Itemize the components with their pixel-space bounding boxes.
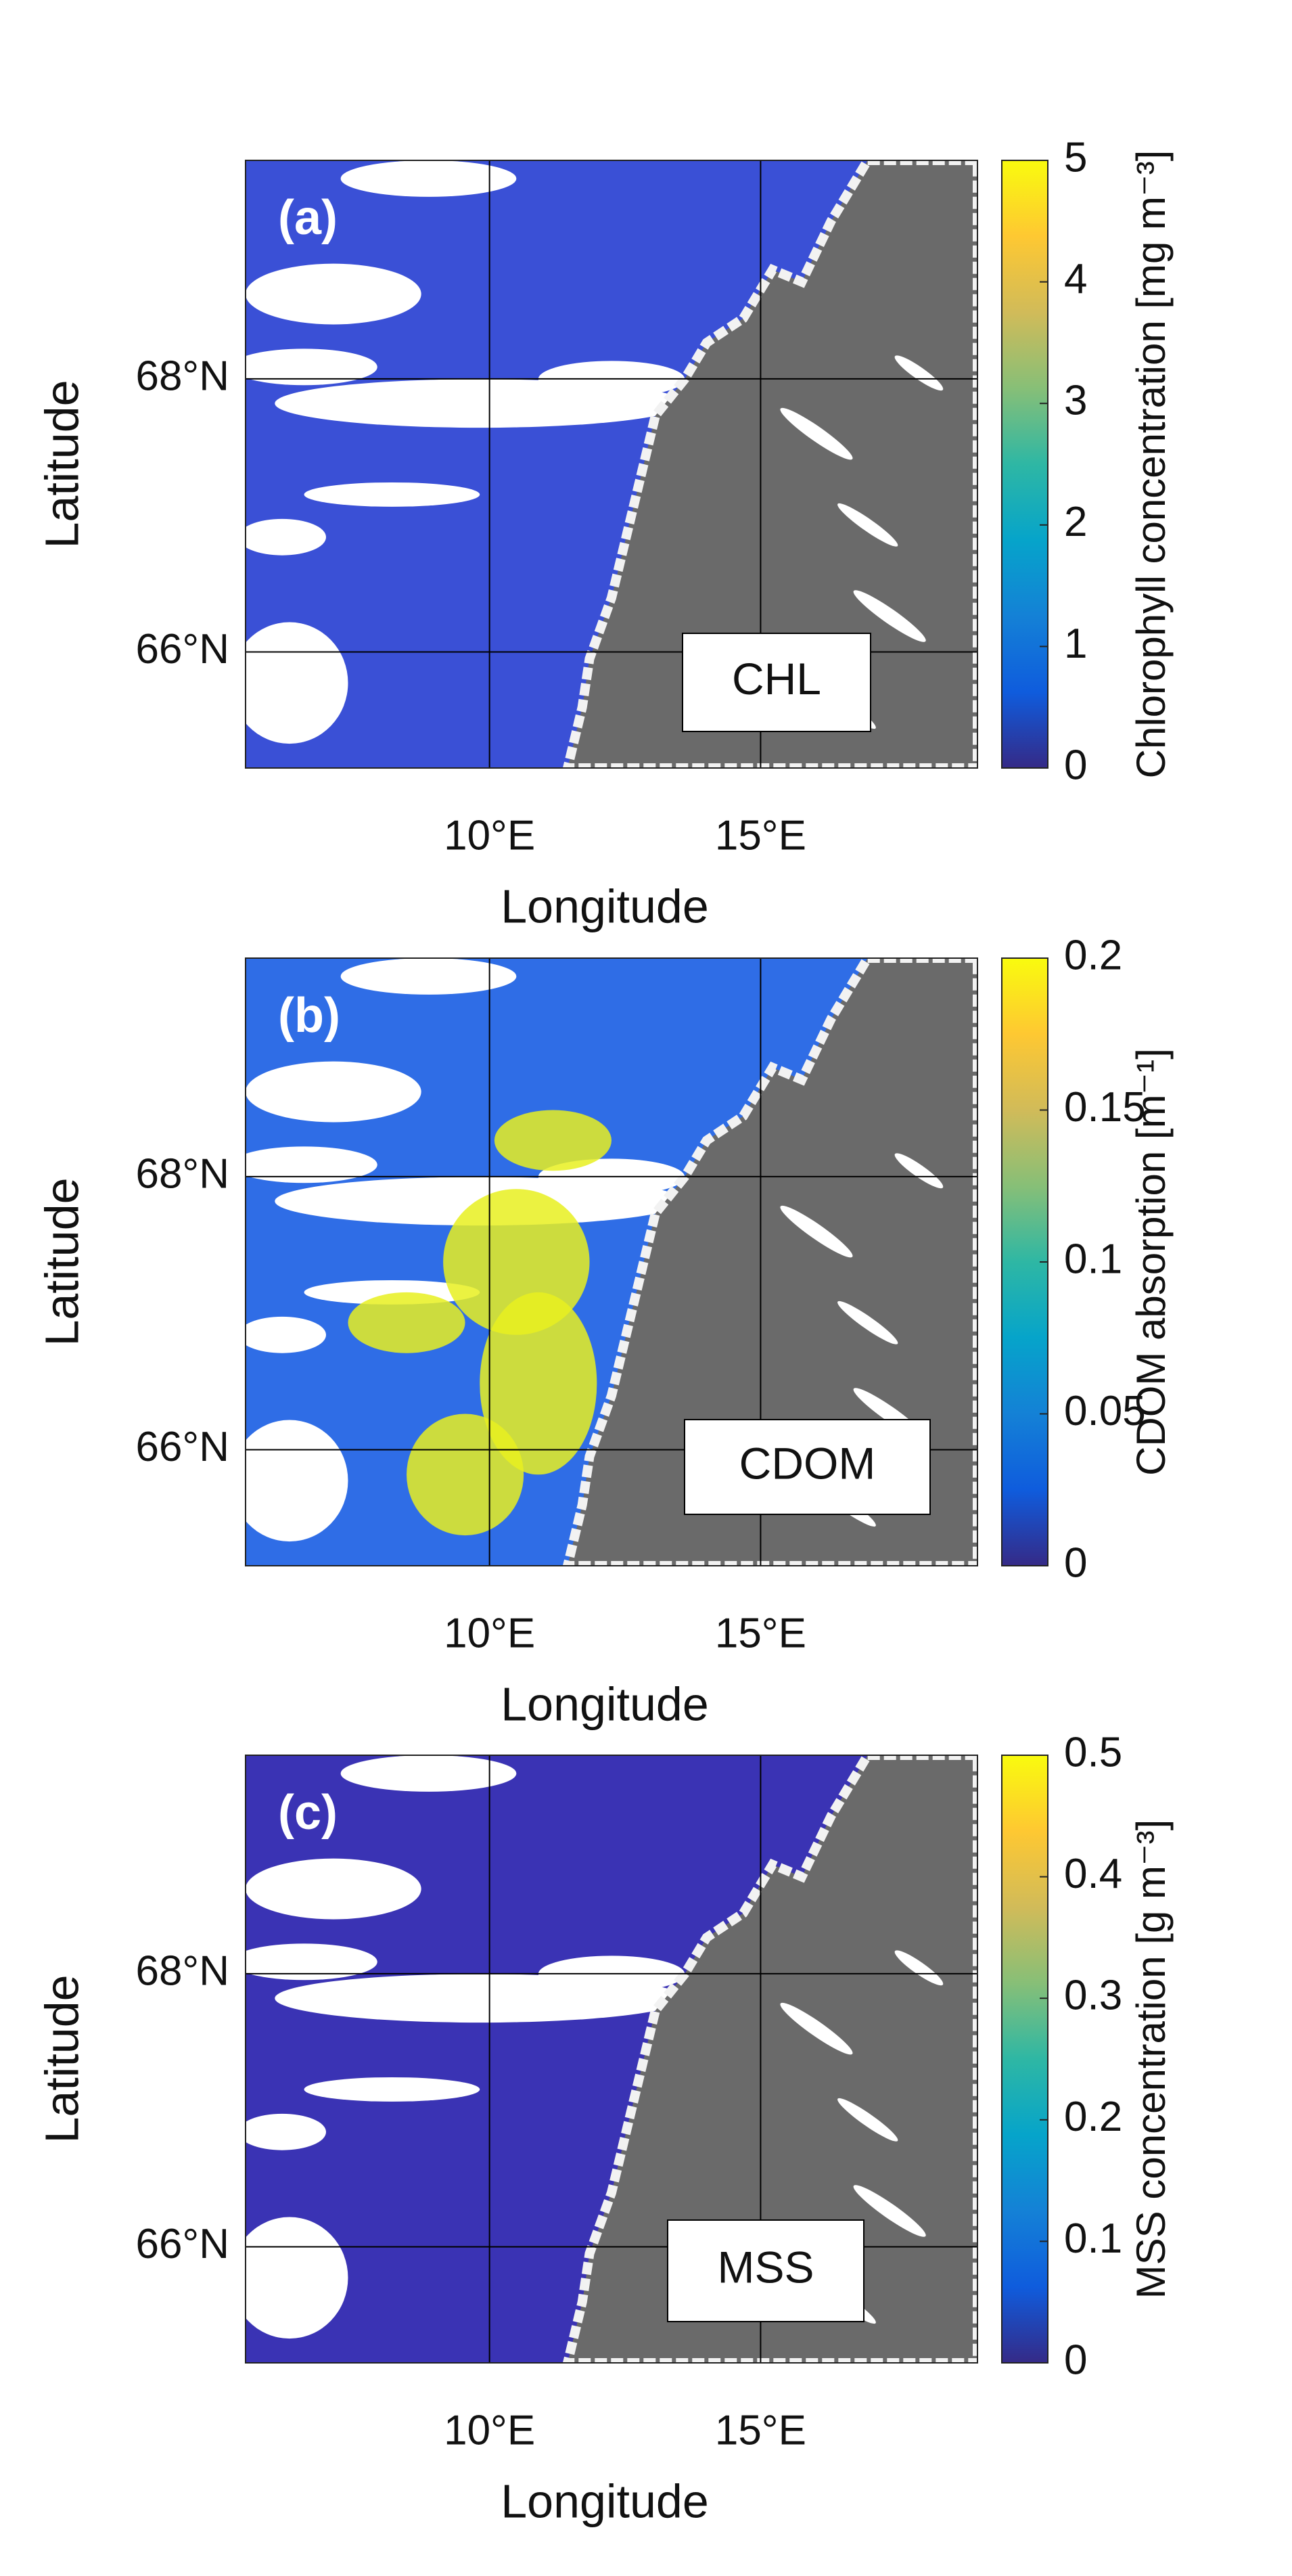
colorbar-tick-label: 0.1 <box>1064 1236 1122 1282</box>
y-tick-label: 66°N <box>135 1424 229 1470</box>
colorbar-tick-label: 0.2 <box>1064 2094 1122 2140</box>
land <box>562 160 977 768</box>
y-tick-label: 66°N <box>135 626 229 673</box>
colorbar-tick-label: 0 <box>1064 1539 1087 1586</box>
x-tick-label: 15°E <box>715 812 806 859</box>
x-axis-label: Longitude <box>501 1677 709 1730</box>
colorbar-tick-label: 0 <box>1064 2336 1087 2383</box>
colorbar-tick-label: 0.15 <box>1064 1084 1146 1131</box>
variable-box <box>684 1419 931 1515</box>
colorbar-tick-label: 0 <box>1064 742 1087 788</box>
lake <box>894 355 944 391</box>
colorbar-tick-label: 0.05 <box>1064 1388 1146 1434</box>
map-image <box>246 160 977 768</box>
land <box>562 958 977 1566</box>
cloud <box>246 518 327 556</box>
variable-label: CHL <box>732 654 821 704</box>
plot-frame <box>245 1755 978 2364</box>
cloud <box>340 958 517 995</box>
lake <box>837 2098 898 2142</box>
colorbar-tick-label: 0.3 <box>1064 1972 1122 2019</box>
lake <box>837 1301 898 1345</box>
lake <box>780 2002 853 2055</box>
colorbar-tick-label: 4 <box>1064 256 1087 302</box>
colorbar <box>1001 160 1048 769</box>
panel-label: (b) <box>278 989 340 1043</box>
cloud <box>304 2077 480 2102</box>
high-absorption <box>480 1292 597 1475</box>
y-tick-label: 68°N <box>135 1947 229 1994</box>
y-tick-label: 68°N <box>135 1150 229 1197</box>
colorbar-tick-label: 0.4 <box>1064 1851 1122 1897</box>
high-absorption <box>494 1110 612 1171</box>
cloud <box>304 482 480 507</box>
land <box>562 1755 977 2363</box>
x-tick-label: 10°E <box>444 2407 535 2454</box>
colorbar-tick-label: 2 <box>1064 499 1087 545</box>
plot-frame <box>245 957 978 1566</box>
lake <box>780 407 853 460</box>
x-tick-label: 15°E <box>715 1610 806 1656</box>
colorbar-tick-label: 1 <box>1064 620 1087 667</box>
colorbar-tick-label: 3 <box>1064 378 1087 424</box>
y-axis-label: Latitude <box>35 1177 88 1346</box>
panel-label: (c) <box>278 1786 338 1840</box>
colorbar-label: MSS concentration [g m⁻³] <box>1128 1820 1174 2299</box>
colorbar-tick-label: 0.5 <box>1064 1729 1122 1776</box>
colorbar-tick-label: 5 <box>1064 134 1087 181</box>
cloud <box>246 1061 421 1123</box>
x-tick-label: 10°E <box>444 812 535 859</box>
y-tick-label: 68°N <box>135 353 229 399</box>
cloud <box>246 1146 377 1183</box>
cloud <box>246 348 377 386</box>
lake <box>894 1950 944 1986</box>
colorbar-tick-label: 0.2 <box>1064 932 1122 978</box>
cloud <box>246 1943 377 1981</box>
cloud <box>246 2217 348 2339</box>
high-absorption <box>348 1292 465 1353</box>
y-axis-label: Latitude <box>35 1974 88 2143</box>
variable-box <box>682 633 871 732</box>
lake <box>853 2185 926 2237</box>
cloud <box>340 160 517 197</box>
map-image <box>246 1755 977 2363</box>
cloud <box>246 1316 327 1353</box>
variable-label: MSS <box>717 2242 814 2292</box>
colorbar-label: Chlorophyll concentration [mg m⁻³] <box>1128 150 1174 779</box>
y-tick-label: 66°N <box>135 2221 229 2267</box>
lake <box>894 1153 944 1189</box>
panel-label: (a) <box>278 191 338 245</box>
x-tick-label: 15°E <box>715 2407 806 2454</box>
lake <box>853 590 926 642</box>
cloud <box>340 1755 517 1792</box>
colorbar-label: CDOM absorption [m⁻¹] <box>1128 1048 1174 1476</box>
map-image <box>246 958 977 1566</box>
high-absorption <box>407 1414 524 1536</box>
colorbar <box>1001 1755 1048 2364</box>
lake <box>837 503 898 547</box>
plot-frame <box>245 160 978 769</box>
variable-box <box>667 2219 864 2322</box>
y-axis-label: Latitude <box>35 380 88 548</box>
cloud <box>246 622 348 744</box>
x-tick-label: 10°E <box>444 1610 535 1656</box>
x-axis-label: Longitude <box>501 2475 709 2527</box>
colorbar-tick-label: 0.1 <box>1064 2215 1122 2262</box>
variable-label: CDOM <box>739 1438 876 1488</box>
cloud <box>246 1858 421 1920</box>
cloud <box>246 263 421 325</box>
cloud <box>246 1420 348 1542</box>
cloud <box>246 2113 327 2150</box>
lake <box>780 1205 853 1258</box>
x-axis-label: Longitude <box>501 880 709 932</box>
